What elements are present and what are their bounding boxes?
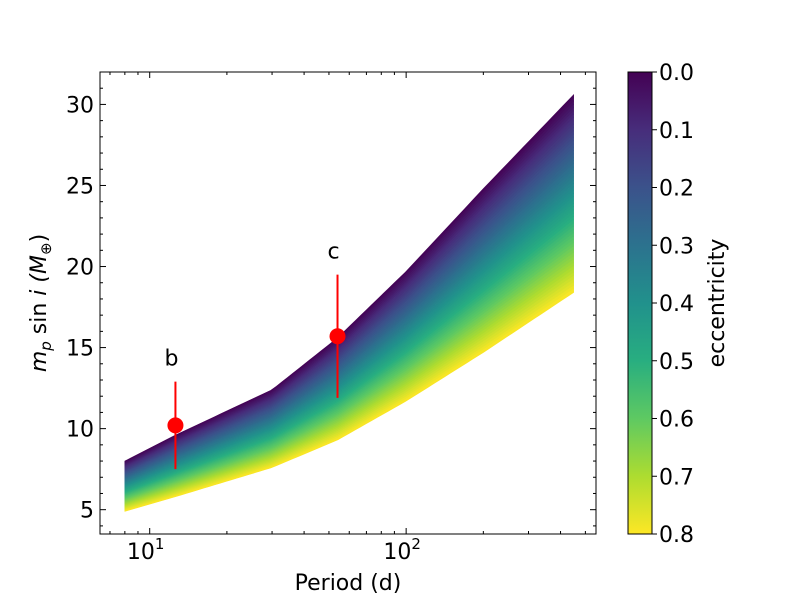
- y-axis-label: mp sin i (M⊕): [27, 234, 55, 372]
- y-label-earth: ⊕: [37, 242, 55, 255]
- y-label-sin: sin: [27, 296, 52, 342]
- colorbar-tick-label: 0.7: [659, 465, 694, 490]
- y-tick-label: 15: [66, 337, 94, 362]
- colorbar-tick-label: 0.0: [659, 61, 694, 86]
- colorbar-tick-label: 0.8: [659, 523, 694, 548]
- x-tick-exp: 2: [411, 535, 421, 553]
- planet-c-label: c: [327, 240, 339, 265]
- y-label-m: m: [27, 351, 52, 372]
- y-label-p: p: [37, 341, 55, 352]
- x-tick-base: 10: [383, 540, 411, 565]
- y-tick-label: 20: [66, 256, 94, 281]
- y-tick-label: 25: [66, 174, 94, 199]
- x-axis-label: Period (d): [295, 571, 402, 596]
- x-tick-label: 101: [127, 535, 165, 565]
- colorbar-tick-label: 0.3: [659, 234, 694, 259]
- x-tick-exp: 1: [155, 535, 165, 553]
- planet-markers: bc: [164, 240, 346, 470]
- colorbar: [627, 71, 653, 535]
- x-axis-ticks: 101 102: [109, 72, 586, 565]
- colorbar-tick-label: 0.1: [659, 119, 694, 144]
- y-tick-label: 5: [80, 499, 94, 524]
- band-strip: [124, 288, 574, 512]
- y-label-unit-open: (M: [27, 255, 52, 290]
- y-tick-label: 30: [66, 93, 94, 118]
- y-label-i: i: [27, 290, 52, 296]
- planet-b-label: b: [164, 347, 178, 372]
- y-label-close: ): [27, 234, 52, 243]
- colorbar-label: eccentricity: [705, 239, 730, 368]
- eccentricity-band: [124, 93, 574, 512]
- colorbar-tick-label: 0.4: [659, 292, 694, 317]
- planet-c-marker: [329, 328, 346, 345]
- y-tick-label: 10: [66, 418, 94, 443]
- colorbar-ticks: 0.0 0.1 0.2 0.3 0.4 0.5 0.6 0.7 0.8: [652, 61, 694, 548]
- y-axis-ticks: 5 10 15 20 25 30: [66, 71, 596, 527]
- colorbar-tick-label: 0.6: [659, 408, 694, 433]
- plot-frame: [99, 71, 597, 535]
- x-tick-label: 102: [383, 535, 421, 565]
- planet-b-marker: [167, 417, 184, 434]
- colorbar-tick-label: 0.2: [659, 177, 694, 202]
- colorbar-tick-label: 0.5: [659, 350, 694, 375]
- x-tick-base: 10: [127, 540, 155, 565]
